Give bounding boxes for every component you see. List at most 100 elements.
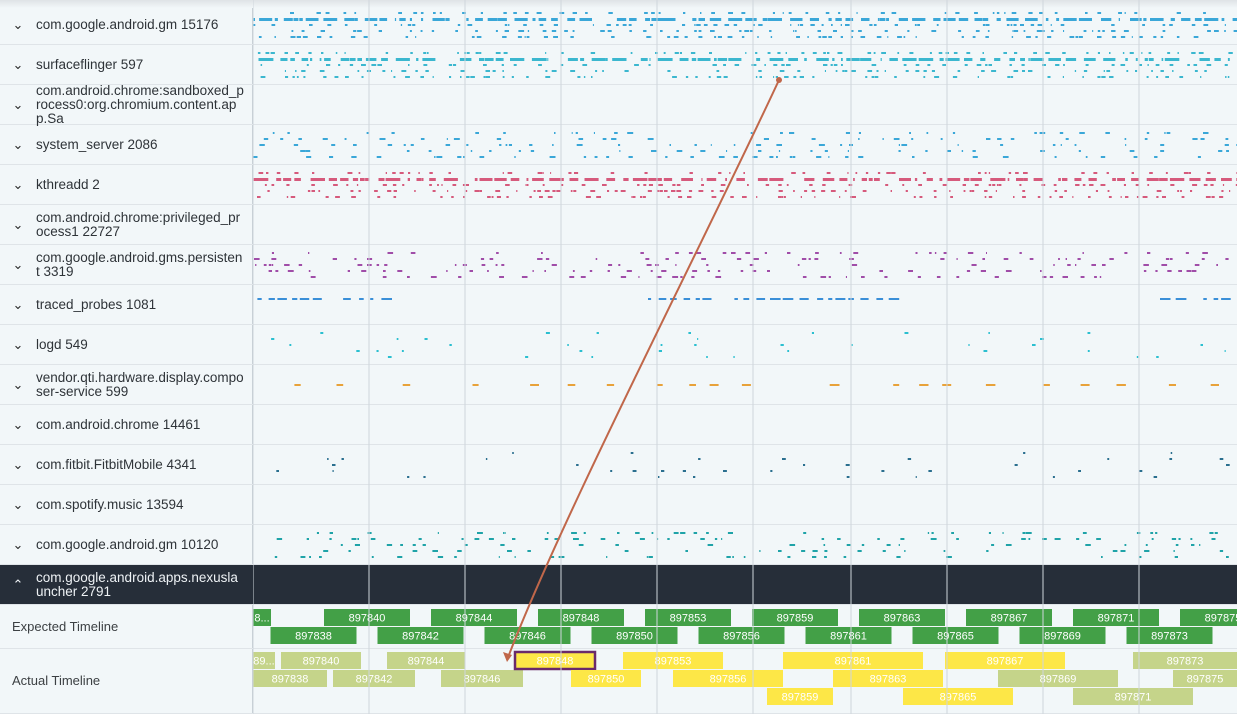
cpu-slice (347, 270, 350, 272)
frame-slice[interactable]: 897869 (1019, 627, 1106, 644)
frame-slice[interactable]: 897863 (833, 670, 943, 687)
cpu-slice (350, 190, 354, 192)
frame-slice[interactable]: 897869 (998, 670, 1118, 687)
track-shell[interactable]: ⌄ com.google.android.gms.persistent 3319 (0, 245, 253, 284)
frame-slice[interactable]: 897867 (945, 652, 1065, 669)
frame-slice[interactable]: 897853 (623, 652, 723, 669)
chevron-down-icon[interactable]: ⌄ (12, 376, 24, 392)
frame-slice[interactable]: 897853 (645, 609, 731, 626)
frame-slice[interactable]: 897871 (1073, 688, 1193, 705)
chevron-down-icon[interactable]: ⌄ (12, 336, 24, 352)
cpu-slice (706, 532, 709, 534)
frame-slice[interactable]: 897875 (1173, 670, 1237, 687)
cpu-slice (753, 24, 755, 26)
frame-slice[interactable]: 897873 (1133, 652, 1237, 669)
track-shell[interactable]: ⌄ surfaceflinger 597 (0, 45, 253, 84)
cpu-slice (646, 36, 651, 38)
track-shell[interactable]: ⌄ vendor.qti.hardware.display.composer-se… (0, 365, 253, 404)
track-shell[interactable]: Expected Timeline (0, 605, 253, 648)
cpu-slice (1082, 184, 1086, 186)
frame-slice[interactable]: 897848 (513, 650, 597, 671)
track-shell[interactable]: ⌄ kthreadd 2 (0, 165, 253, 204)
frame-slice[interactable]: 897848 (538, 609, 624, 626)
chevron-down-icon[interactable]: ⌄ (12, 256, 24, 272)
chevron-down-icon[interactable]: ⌄ (12, 176, 24, 192)
track-shell[interactable]: ⌄ system_server 2086 (0, 125, 253, 164)
cpu-slice (272, 132, 275, 134)
track-shell[interactable]: ⌄ logd 549 (0, 325, 253, 364)
frame-id: 897842 (356, 674, 393, 686)
chevron-down-icon[interactable]: ⌄ (12, 416, 24, 432)
frame-slice[interactable]: 897846 (484, 627, 571, 644)
frame-slice[interactable]: 897861 (805, 627, 892, 644)
frame-slice[interactable]: 897873 (1126, 627, 1213, 644)
chevron-down-icon[interactable]: ⌄ (12, 136, 24, 152)
cpu-slice (624, 70, 629, 72)
cpu-slice (475, 132, 479, 134)
frame-slice[interactable]: 897840 (324, 609, 410, 626)
frame-slice[interactable]: 897859 (767, 688, 833, 705)
cpu-slice (811, 332, 814, 334)
frame-slice[interactable]: 897844 (387, 652, 465, 669)
cpu-slice (405, 36, 409, 38)
chevron-down-icon[interactable]: ⌄ (12, 16, 24, 32)
track-shell[interactable]: ⌄ traced_probes 1081 (0, 285, 253, 324)
cpu-slice (1054, 190, 1058, 192)
track-shell[interactable]: ⌄ com.google.android.gm 10120 (0, 525, 253, 564)
track-shell[interactable]: ⌄ com.android.chrome:privileged_process1 … (0, 205, 253, 244)
frame-slice[interactable]: 897863 (859, 609, 945, 626)
frame-slice[interactable]: 897840 (281, 652, 361, 669)
cpu-slice (295, 52, 299, 54)
track-shell[interactable]: ⌃ com.google.android.apps.nexuslauncher 2… (0, 565, 253, 604)
cpu-slice (698, 30, 702, 32)
chevron-down-icon[interactable]: ⌄ (12, 456, 24, 472)
frame-slice[interactable]: 897856 (698, 627, 785, 644)
frame-slice[interactable]: 897838 (253, 670, 327, 687)
cpu-slice (430, 276, 437, 278)
frame-slice[interactable]: 89... (253, 652, 275, 669)
frame-slice[interactable]: 897844 (431, 609, 517, 626)
frame-slice[interactable]: 897850 (571, 670, 641, 687)
chevron-down-icon[interactable]: ⌄ (12, 536, 24, 552)
cpu-slice (682, 24, 686, 26)
cpu-slice (310, 178, 325, 181)
track-shell[interactable]: Actual Timeline (0, 649, 253, 713)
cpu-slice (645, 18, 650, 21)
cpu-slice (1126, 70, 1129, 72)
cpu-slice (452, 64, 457, 66)
chevron-down-icon[interactable]: ⌄ (12, 56, 24, 72)
track-row: ⌄ com.android.chrome:sandboxed_process0:o… (0, 83, 1237, 125)
frame-slice[interactable]: 897865 (912, 627, 999, 644)
frame-slice[interactable]: 897867 (966, 609, 1052, 626)
chevron-down-icon[interactable]: ⌄ (12, 496, 24, 512)
frame-slice[interactable]: 897859 (752, 609, 838, 626)
track-shell[interactable]: ⌄ com.spotify.music 13594 (0, 485, 253, 524)
frame-slice[interactable]: 897875 (1180, 609, 1237, 626)
cpu-slice (801, 258, 807, 260)
frame-slice[interactable]: 897838 (270, 627, 357, 644)
frame-slice[interactable]: 897846 (441, 670, 523, 687)
frame-slice[interactable]: 897850 (591, 627, 678, 644)
chevron-down-icon[interactable]: ⌄ (12, 216, 24, 232)
frame-slice[interactable]: 8... (253, 609, 271, 626)
cpu-slice (1028, 538, 1031, 540)
track-shell[interactable]: ⌄ com.android.chrome:sandboxed_process0:o… (0, 83, 253, 125)
frame-slice[interactable]: 897842 (333, 670, 415, 687)
frame-slice[interactable]: 897842 (377, 627, 464, 644)
chevron-up-icon[interactable]: ⌃ (12, 576, 24, 592)
cpu-slice (396, 338, 399, 340)
frame-slice[interactable]: 897861 (783, 652, 923, 669)
cpu-slice (529, 196, 532, 198)
cpu-slice (1075, 36, 1079, 38)
frame-slice[interactable]: 897865 (903, 688, 1013, 705)
frame-slice[interactable]: 897856 (673, 670, 783, 687)
track-shell[interactable]: ⌄ com.google.android.gm 15176 (0, 5, 253, 44)
cpu-slice (981, 70, 985, 72)
track-shell[interactable]: ⌄ com.fitbit.FitbitMobile 4341 (0, 445, 253, 484)
track-shell[interactable]: ⌄ com.android.chrome 14461 (0, 405, 253, 444)
chevron-down-icon[interactable]: ⌄ (12, 96, 24, 112)
chevron-down-icon[interactable]: ⌄ (12, 296, 24, 312)
frame-slice[interactable]: 897871 (1073, 609, 1159, 626)
cpu-slice (1199, 544, 1201, 546)
cpu-slice (533, 190, 536, 192)
